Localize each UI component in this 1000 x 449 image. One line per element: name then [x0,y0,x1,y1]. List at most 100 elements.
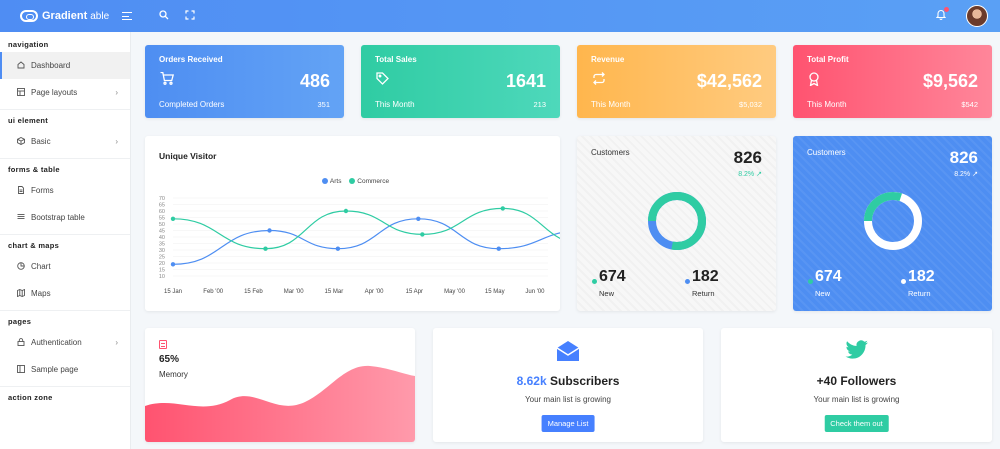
sidebar-icon [16,364,26,375]
sidebar-item-label: Maps [31,289,51,298]
stat-title: Total Sales [375,55,417,64]
search-icon[interactable] [156,9,172,23]
x-tick-label: Mar '00 [284,289,304,295]
x-tick-label: 15 May [485,289,505,295]
data-point-commerce[interactable] [170,216,176,221]
menu-toggle-icon[interactable] [122,12,132,20]
card-title: Customers [591,148,630,157]
data-point-commerce[interactable] [420,232,425,237]
memory-value: 65% [159,354,180,365]
new-value: 674 [815,268,842,285]
data-point-commerce[interactable] [500,206,505,211]
subscribers-subtitle: Your main list is growing [525,395,611,404]
data-point-commerce[interactable] [343,208,349,214]
chevron-right-icon: › [115,88,118,97]
stat-title: Revenue [591,55,625,64]
sidebar: navigation Dashboard Page layouts › ui e… [0,32,131,449]
trending-up-icon: ↗ [756,171,762,178]
brand[interactable]: Gradient able [20,10,130,22]
pie-chart-icon [16,261,26,272]
stat-sub-label: Completed Orders [159,100,225,109]
check-them-out-button[interactable]: Check them out [824,415,889,432]
nav-caption-action-zone: action zone [8,393,53,402]
sidebar-item-bootstrap-table[interactable]: Bootstrap table [0,204,130,231]
data-point-commerce[interactable] [263,246,268,251]
sidebar-item-authentication[interactable]: Authentication › [0,329,130,356]
stat-value: 486 [299,71,330,91]
data-point-arts[interactable] [267,228,272,233]
new-label: New [815,289,831,298]
followers-subtitle: Your main list is growing [813,395,900,404]
x-tick-label: 15 Mar [325,289,344,295]
align-justify-icon [16,213,26,223]
y-tick-label: 50 [159,222,165,228]
mail-icon [556,340,580,367]
legend-swatch-arts [321,178,328,184]
chart-legend: Arts Commerce [145,178,560,185]
map-icon [16,288,26,299]
donut-new-segment [864,192,922,250]
fullscreen-icon[interactable] [182,9,198,23]
customers-card-blue: Customers 826 8.2% ↗ 674 New 182 Return [793,136,992,311]
sidebar-item-maps[interactable]: Maps [0,280,130,307]
y-tick-label: 55 [159,216,165,222]
stat-sub-label: This Month [591,100,631,109]
sidebar-item-dashboard[interactable]: Dashboard [0,52,130,79]
stat-card-sales: Total Sales 1641 This Month 213 [361,45,560,118]
followers-title: +40 Followers [816,374,897,388]
card-title: Customers [807,148,846,157]
manage-list-button[interactable]: Manage List [541,415,595,432]
sidebar-item-chart[interactable]: Chart [0,253,130,280]
trending-up-icon: ↗ [972,171,978,178]
stat-title: Orders Received [159,55,223,64]
nav-caption-pages: pages [8,317,32,326]
stat-value: $9,562 [922,71,978,91]
card-title: Unique Visitor [159,151,217,161]
layout-icon [16,87,26,98]
sidebar-item-label: Forms [31,186,54,195]
bell-icon[interactable] [935,9,947,23]
customers-pct: 8.2% ↗ [738,170,762,178]
y-tick-label: 60 [159,209,165,215]
return-legend-dot [685,279,690,284]
legend-label-arts[interactable]: Arts [329,178,342,185]
sidebar-item-label: Chart [31,262,51,271]
stat-card-orders: Orders Received 486 Completed Orders 351 [145,45,344,118]
new-legend-dot [592,279,597,284]
legend-label-commerce[interactable]: Commerce [357,178,390,185]
avatar[interactable] [966,5,988,27]
x-tick-label: 15 Jan [164,289,182,295]
followers-card: +40 Followers Your main list is growing … [721,328,992,442]
new-legend-dot [808,279,813,284]
x-tick-label: 15 Feb [244,289,263,295]
unique-visitor-card: Unique Visitor Arts Commerce 10 15 20 25 30 3… [145,136,560,311]
nav-caption-forms-table: forms & table [8,165,60,174]
data-point-arts[interactable] [170,262,176,267]
notification-badge [944,7,949,12]
sidebar-item-sample-page[interactable]: Sample page [0,356,130,383]
tag-icon [376,72,389,88]
sidebar-item-page-layouts[interactable]: Page layouts › [0,79,130,106]
donut-new-segment [648,192,706,250]
nav-caption-ui-element: ui element [8,116,49,125]
top-navbar: Gradient able [0,0,1000,32]
data-point-arts[interactable] [416,216,421,221]
brand-name: Gradient [42,10,88,22]
sidebar-item-forms[interactable]: Forms [0,177,130,204]
sidebar-item-label: Dashboard [31,61,71,70]
sidebar-item-basic[interactable]: Basic › [0,128,130,155]
y-tick-label: 45 [159,229,165,235]
stat-card-profit: Total Profit $9,562 This Month $542 [793,45,992,118]
stat-sub-label: This Month [375,100,415,109]
y-tick-label: 25 [159,255,165,261]
save-icon [159,340,167,349]
sidebar-item-label: Page layouts [31,88,78,97]
new-value: 674 [599,268,626,285]
memory-label: Memory [159,370,188,379]
y-tick-label: 65 [159,203,165,209]
data-point-arts[interactable] [335,246,341,251]
memory-area-chart [145,365,415,442]
y-tick-label: 20 [159,261,165,267]
customers-card-light: Customers 826 8.2% ↗ 674 New 182 Return [577,136,776,311]
data-point-arts[interactable] [496,246,501,251]
